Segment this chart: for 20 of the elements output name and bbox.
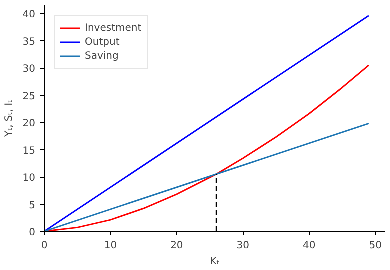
y-tick-label: 10 xyxy=(22,173,36,184)
y-tick-label: 30 xyxy=(22,64,36,76)
y-tick-label: 0 xyxy=(29,228,36,238)
x-tick-label: 0 xyxy=(41,240,48,252)
x-tick-label: 30 xyxy=(236,240,250,252)
legend-label: Output xyxy=(85,36,120,49)
y-tick-label: 25 xyxy=(22,91,36,102)
x-tick-label: 50 xyxy=(369,240,382,252)
x-tick-label: 40 xyxy=(302,240,316,252)
y-tick-label: 15 xyxy=(22,146,36,157)
y-tick-label: 35 xyxy=(22,36,36,48)
y-axis-title: Yₜ, Sₜ, Iₜ xyxy=(4,100,15,138)
y-tick-label: 40 xyxy=(22,10,36,21)
x-tick-label: 20 xyxy=(170,240,184,252)
legend-label: Investment xyxy=(85,22,142,35)
x-axis-title: Kₜ xyxy=(210,256,220,268)
y-tick-label: 20 xyxy=(22,118,36,130)
x-tick-label: 10 xyxy=(104,240,118,252)
legend-label: Saving xyxy=(85,50,119,63)
y-tick-label: 5 xyxy=(29,200,36,212)
